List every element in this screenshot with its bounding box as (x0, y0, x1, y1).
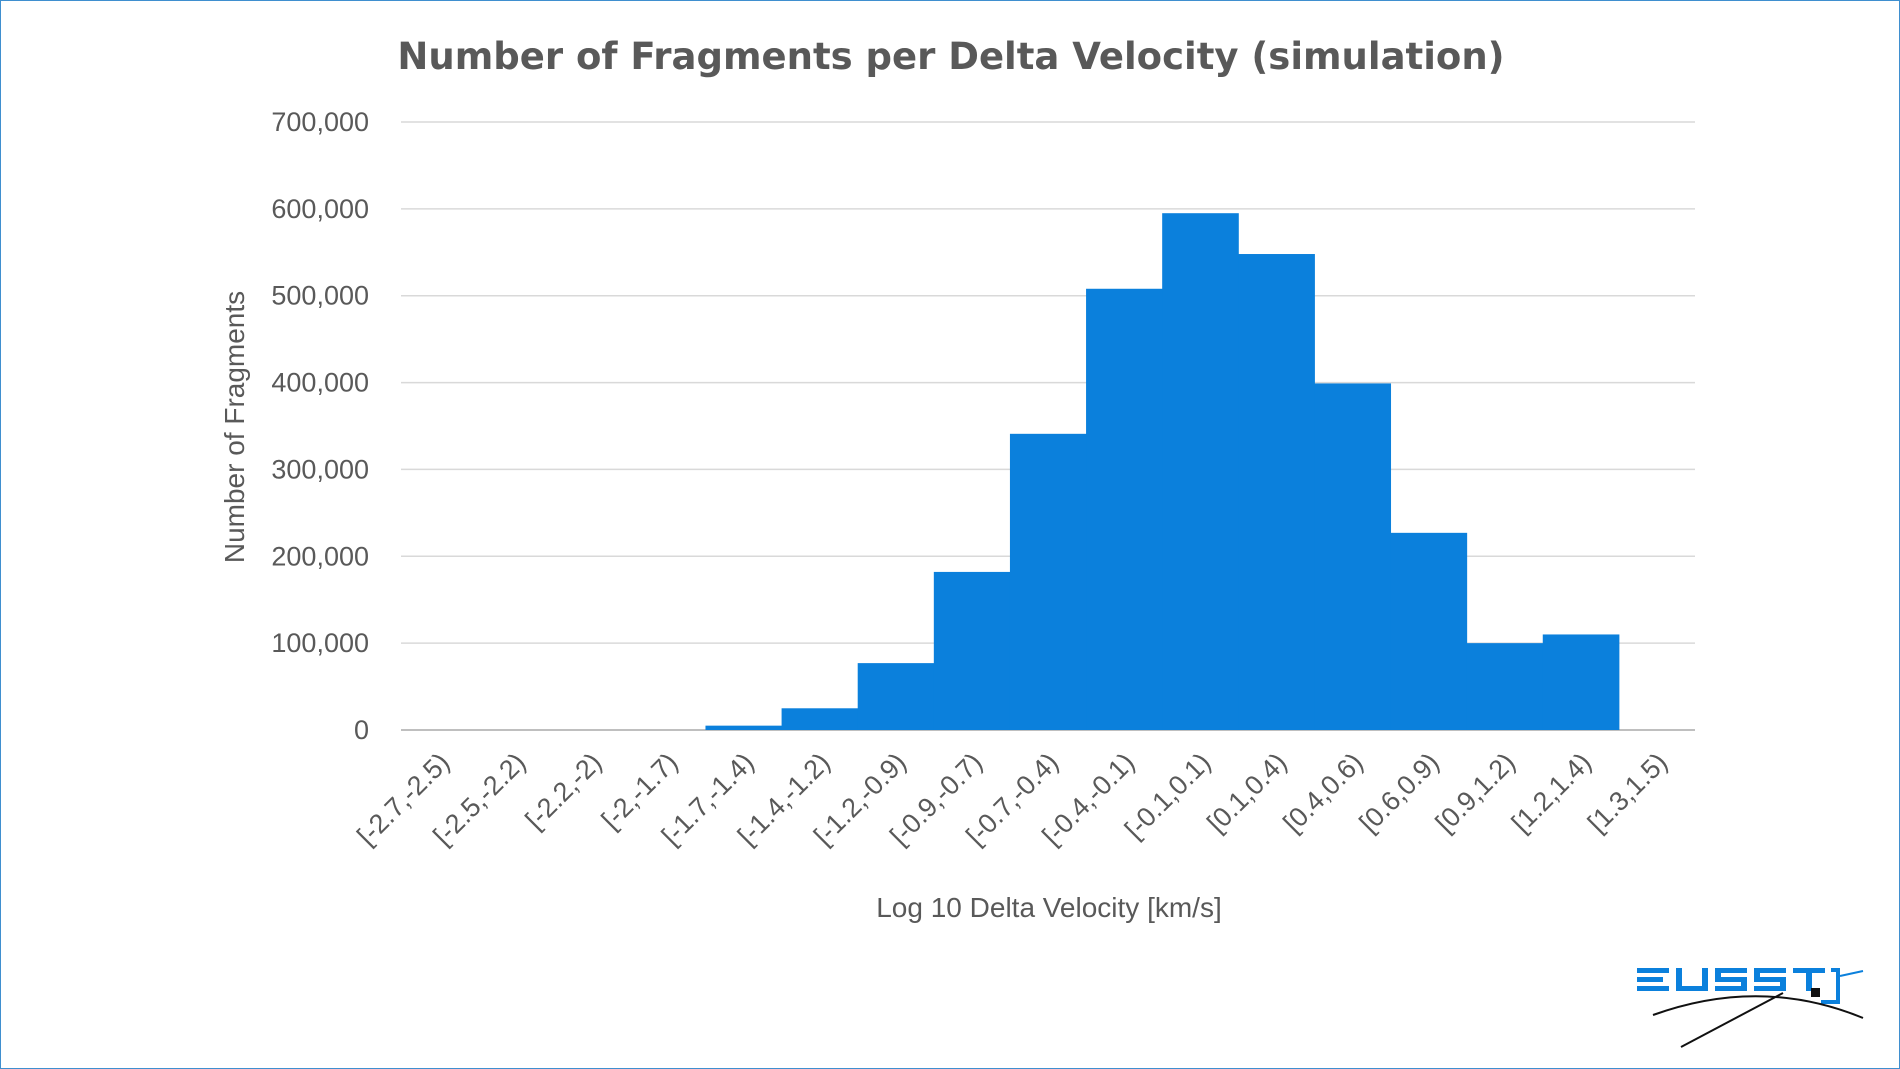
x-tick-label: [0.9,1.2) (1430, 747, 1521, 838)
logo-orbit-line (1680, 992, 1784, 1048)
bar (705, 725, 783, 730)
logo-orbit-arc (1652, 995, 1864, 1019)
bar (781, 708, 859, 730)
bar (1009, 433, 1087, 730)
y-tick-label: 500,000 (271, 281, 369, 311)
bar (1238, 254, 1315, 730)
y-tick-label: 100,000 (271, 628, 369, 658)
x-axis-label: Log 10 Delta Velocity [km/s] (876, 892, 1222, 923)
x-tick-label: [1.3,1.5) (1582, 747, 1673, 838)
bar (1162, 213, 1239, 730)
y-tick-label: 300,000 (271, 454, 369, 484)
x-tick-label: [0.1,0.4) (1201, 747, 1292, 838)
bars (705, 213, 1620, 730)
x-tick-label: [0.6,0.9) (1354, 747, 1445, 838)
y-tick-label: 600,000 (271, 194, 369, 224)
y-tick-label: 200,000 (271, 541, 369, 571)
bar (933, 571, 1011, 730)
logo-wordmark (1637, 968, 1864, 1004)
y-tick-labels: 0 100,000 200,000 300,000 400,000 500,000 600,… (271, 107, 369, 745)
bar (857, 663, 935, 730)
bar (1466, 643, 1544, 730)
x-tick-label: [-2.2,-2) (519, 747, 607, 835)
bar (1542, 634, 1620, 730)
bar (1314, 383, 1392, 730)
eusst-logo (1637, 968, 1864, 1048)
bar (1390, 532, 1468, 730)
y-tick-label: 0 (354, 715, 369, 745)
logo-square (1811, 988, 1820, 997)
x-tick-label: [0.4,0.6) (1277, 747, 1368, 838)
y-tick-label: 400,000 (271, 368, 369, 398)
y-tick-label: 700,000 (271, 107, 369, 137)
y-axis-label: Number of Fragments (219, 291, 250, 563)
chart-title: Number of Fragments per Delta Velocity (… (397, 35, 1504, 78)
x-tick-labels: [-2.7,-2.5)[-2.5,-2.2)[-2.2,-2)[-2,-1.7)… (351, 747, 1673, 851)
x-tick-label: [1.2,1.4) (1506, 747, 1597, 838)
bar (1086, 288, 1163, 730)
